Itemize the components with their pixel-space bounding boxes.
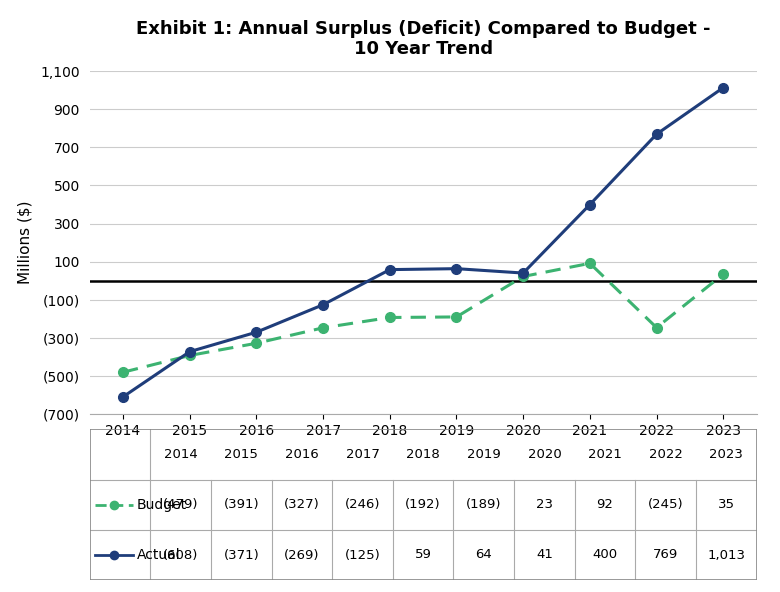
Text: (192): (192) [406, 498, 441, 511]
Text: 2018: 2018 [406, 448, 440, 461]
Y-axis label: Millions ($): Millions ($) [17, 201, 32, 285]
Text: 2019: 2019 [467, 448, 501, 461]
Text: 2016: 2016 [285, 448, 319, 461]
Text: 92: 92 [597, 498, 613, 511]
Text: 2015: 2015 [225, 448, 258, 461]
Text: Budget: Budget [137, 498, 187, 511]
Text: 400: 400 [593, 549, 618, 561]
Text: (189): (189) [466, 498, 502, 511]
Text: 59: 59 [415, 549, 431, 561]
Text: 1,013: 1,013 [707, 549, 745, 561]
Text: 2020: 2020 [527, 448, 562, 461]
Text: 35: 35 [718, 498, 735, 511]
Title: Exhibit 1: Annual Surplus (Deficit) Compared to Budget -
10 Year Trend: Exhibit 1: Annual Surplus (Deficit) Comp… [136, 20, 711, 59]
Text: (245): (245) [648, 498, 683, 511]
Text: 64: 64 [475, 549, 492, 561]
Text: (391): (391) [223, 498, 259, 511]
Text: (371): (371) [223, 549, 259, 561]
Text: 41: 41 [536, 549, 553, 561]
Text: 769: 769 [653, 549, 679, 561]
Text: 2021: 2021 [588, 448, 622, 461]
Text: 2022: 2022 [649, 448, 682, 461]
Text: (608): (608) [163, 549, 198, 561]
Text: 2023: 2023 [709, 448, 743, 461]
Text: Actual: Actual [137, 548, 181, 562]
Text: 2014: 2014 [164, 448, 197, 461]
Text: 23: 23 [536, 498, 553, 511]
Text: (125): (125) [345, 549, 381, 561]
Text: 2017: 2017 [346, 448, 379, 461]
Text: (479): (479) [163, 498, 198, 511]
Text: (246): (246) [345, 498, 381, 511]
Text: (269): (269) [284, 549, 320, 561]
Text: (327): (327) [284, 498, 320, 511]
